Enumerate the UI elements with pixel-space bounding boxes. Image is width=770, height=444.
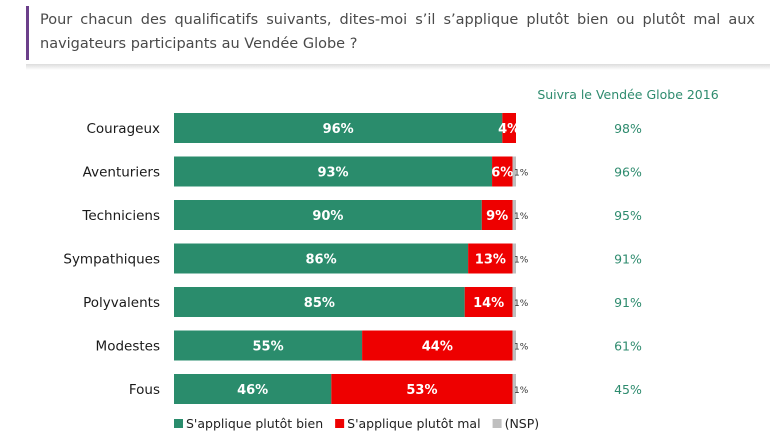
- legend-label: (NSP): [505, 416, 540, 431]
- bar-segment: [362, 330, 513, 361]
- nsp-label: 1%: [514, 343, 529, 353]
- bar-row: Techniciens 90% 9% 1% 95%: [81, 200, 642, 230]
- bar-segment: [174, 113, 503, 143]
- category-label: Fous: [129, 382, 160, 398]
- category-label: Sympathiques: [63, 252, 160, 268]
- bar-value-label: 85%: [304, 296, 335, 311]
- bar-segment: [512, 330, 516, 361]
- bar-value-label: 96%: [323, 122, 354, 137]
- category-label: Techniciens: [81, 208, 160, 224]
- nsp-label: 1%: [514, 299, 529, 309]
- side-column-value: 61%: [614, 339, 642, 354]
- bar-segment: [174, 330, 363, 361]
- nsp-label: 1%: [514, 256, 529, 266]
- bar-row: Aventuriers 93% 6% 1% 96%: [83, 156, 642, 187]
- chart-rows: Courageux 96% 4% 98%Aventuriers 93% 6% 1% 96%Te…: [63, 113, 642, 404]
- bar-row: Sympathiques 86% 13% 1% 91%: [63, 243, 642, 274]
- bar-row: Courageux 96% 4% 98%: [87, 113, 642, 143]
- bar-value-label: 44%: [422, 340, 453, 355]
- category-label: Courageux: [87, 121, 161, 137]
- bar-segment: [174, 243, 469, 274]
- bar-value-label: 93%: [317, 166, 348, 181]
- title-accent-bar: [26, 6, 29, 60]
- side-column-value: 45%: [614, 382, 642, 397]
- title-divider: [26, 64, 770, 70]
- side-column-value: 91%: [614, 252, 642, 267]
- bar-segment: [502, 113, 516, 143]
- bar-value-label: 6%: [491, 166, 513, 181]
- side-column-value: 95%: [614, 208, 642, 223]
- bar-segment: [512, 374, 516, 404]
- side-column-value: 96%: [614, 165, 642, 180]
- bar-segment: [174, 374, 332, 404]
- legend-swatch: [335, 419, 345, 428]
- bar-row: Fous 46% 53% 1% 45%: [129, 374, 642, 404]
- side-column-value: 98%: [614, 121, 642, 136]
- nsp-label: 1%: [514, 169, 529, 179]
- legend-swatch: [174, 419, 183, 428]
- bar-segment: [174, 156, 493, 187]
- bar-segment: [174, 287, 465, 317]
- bar-value-label: 86%: [305, 253, 336, 268]
- bar-value-label: 14%: [473, 296, 504, 311]
- legend-item: S'applique plutôt mal: [335, 416, 481, 431]
- side-column-header: Suivra le Vendée Globe 2016: [537, 87, 718, 102]
- bar-value-label: 46%: [237, 383, 268, 398]
- bar-value-label: 55%: [252, 340, 283, 355]
- legend-swatch: [492, 419, 502, 428]
- bar-row: Modestes 55% 44% 1% 61%: [96, 330, 642, 361]
- bar-segment: [464, 287, 513, 317]
- bar-segment: [512, 243, 516, 274]
- nsp-label: 1%: [514, 386, 529, 396]
- side-column-value: 91%: [614, 295, 642, 310]
- bar-segment: [512, 156, 516, 187]
- bar-segment: [512, 200, 516, 230]
- bar-segment: [331, 374, 513, 404]
- category-label: Aventuriers: [83, 165, 160, 181]
- chart-legend: S'applique plutôt bien S'applique plutôt …: [174, 416, 539, 431]
- bar-segment: [492, 156, 513, 187]
- bar-value-label: 4%: [498, 122, 520, 137]
- bar-segment: [174, 200, 482, 230]
- question-text: Pour chacun des qualificatifs suivants, …: [40, 12, 755, 52]
- legend-label: S'applique plutôt bien: [186, 416, 323, 431]
- nsp-label: 1%: [514, 212, 529, 222]
- bar-value-label: 9%: [486, 209, 508, 224]
- bar-row: Polyvalents 85% 14% 1% 91%: [83, 287, 642, 317]
- legend-label: S'applique plutôt mal: [347, 416, 480, 431]
- bar-segment: [512, 287, 516, 317]
- category-label: Polyvalents: [83, 295, 160, 311]
- legend-item: (NSP): [492, 416, 540, 431]
- bar-value-label: 90%: [312, 209, 343, 224]
- bar-segment: [468, 243, 513, 274]
- category-label: Modestes: [96, 339, 160, 355]
- bar-segment: [481, 200, 513, 230]
- bar-value-label: 13%: [475, 253, 506, 268]
- bar-value-label: 53%: [406, 383, 437, 398]
- legend-item: S'applique plutôt bien: [174, 416, 323, 431]
